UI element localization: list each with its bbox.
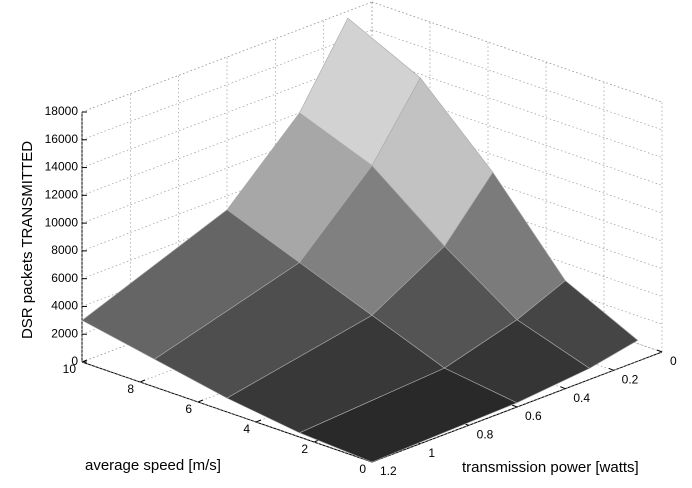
x-tick — [255, 419, 262, 423]
x-tick-label: 10 — [63, 362, 77, 376]
z-tick-label: 8000 — [51, 243, 78, 257]
z-tick-label: 10000 — [45, 215, 79, 229]
z-tick-label: 12000 — [45, 188, 79, 202]
z-tick-label: 0 — [71, 354, 78, 368]
z-tick-label: 4000 — [51, 299, 78, 313]
y-tick-label: 0.4 — [573, 391, 590, 405]
x-axis-label: average speed [m/s] — [85, 457, 221, 474]
z-tick-label: 16000 — [45, 132, 79, 146]
x-tick — [197, 399, 204, 403]
x-tick-label: 6 — [185, 402, 192, 416]
y-axis-label: transmission power [watts] — [462, 459, 639, 476]
z-tick-label: 2000 — [51, 326, 78, 340]
x-tick — [139, 379, 146, 383]
y-tick — [560, 386, 566, 390]
z-tick-label: 18000 — [45, 104, 79, 118]
z-tick-label: 6000 — [51, 271, 78, 285]
grid-line — [371, 112, 663, 214]
grid-line — [371, 85, 663, 186]
z-axis-label: DSR packets TRANSMITTED — [19, 141, 36, 339]
grid-line — [81, 361, 373, 463]
y-tick-label: 0.8 — [477, 428, 494, 442]
y-tick — [656, 349, 663, 353]
grid-line — [371, 1, 663, 103]
x-tick-label: 4 — [243, 422, 250, 436]
y-tick-label: 1 — [428, 446, 435, 460]
x-tick — [81, 359, 88, 363]
z-tick-label: 14000 — [45, 160, 79, 174]
y-tick — [608, 367, 614, 371]
grid-line — [371, 57, 663, 158]
x-tick-label: 0 — [359, 462, 366, 476]
y-tick-label: 0.6 — [525, 409, 542, 423]
grid-line — [371, 140, 663, 242]
y-tick-label: 0 — [670, 354, 677, 368]
y-tick-label: 0.2 — [622, 373, 639, 387]
surface-patch — [298, 367, 518, 463]
y-tick-label: 1.2 — [380, 464, 397, 478]
grid-line — [371, 29, 663, 131]
x-tick-label: 2 — [301, 442, 308, 456]
x-tick-label: 8 — [127, 382, 134, 396]
y-tick — [511, 404, 518, 408]
